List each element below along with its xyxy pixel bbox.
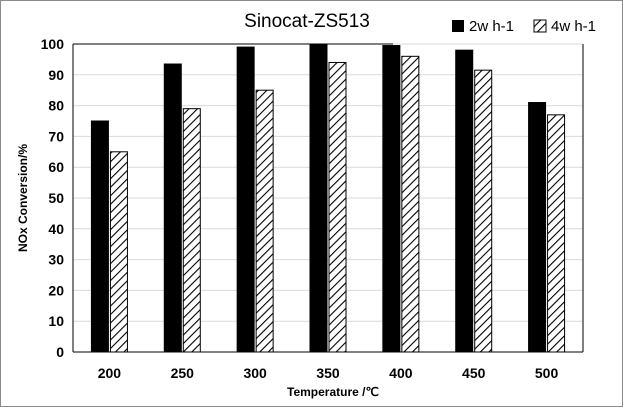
bar-2w bbox=[90, 120, 109, 353]
y-tick-labels: 0 10 20 30 40 50 60 70 80 90 100 bbox=[41, 36, 65, 360]
x-tick-label: 250 bbox=[171, 365, 195, 381]
y-tick-label: 20 bbox=[48, 282, 64, 298]
y-tick-label: 50 bbox=[48, 190, 64, 206]
y-tick-label: 60 bbox=[48, 159, 64, 175]
bar-2w bbox=[163, 63, 182, 353]
bar-2w bbox=[382, 45, 401, 353]
legend-label-2w: 2w h-1 bbox=[469, 18, 514, 35]
y-tick-label: 30 bbox=[48, 252, 64, 268]
legend: 2w h-1 4w h-1 bbox=[452, 18, 596, 35]
y-tick-label: 70 bbox=[48, 128, 64, 144]
bar-4w bbox=[255, 89, 274, 353]
y-tick-label: 0 bbox=[56, 344, 64, 360]
bar-2w bbox=[455, 49, 474, 353]
bar-4w bbox=[401, 55, 420, 353]
x-tick-labels: 200 250 300 350 400 450 500 bbox=[98, 365, 559, 381]
x-tick-label: 400 bbox=[389, 365, 413, 381]
x-tick-label: 200 bbox=[98, 365, 122, 381]
bar-4w bbox=[547, 114, 566, 353]
axes bbox=[72, 43, 584, 353]
x-tick-label: 500 bbox=[535, 365, 559, 381]
legend-swatch-4w bbox=[533, 19, 547, 33]
bar-2w bbox=[528, 102, 547, 353]
bar-4w bbox=[328, 61, 347, 353]
x-axis-label: Temperature /℃ bbox=[287, 385, 379, 399]
gridlines bbox=[73, 43, 583, 322]
y-tick-label: 10 bbox=[48, 313, 64, 329]
chart-title: Sinocat-ZS513 bbox=[244, 11, 370, 32]
x-tick-label: 300 bbox=[243, 365, 267, 381]
y-tick-label: 90 bbox=[48, 67, 64, 83]
bar-4w bbox=[182, 108, 201, 353]
legend-label-4w: 4w h-1 bbox=[551, 18, 596, 35]
x-tick-label: 350 bbox=[316, 365, 340, 381]
y-axis-label: NOx Conversion/% bbox=[16, 144, 30, 252]
bar-2w bbox=[236, 46, 255, 353]
y-tick-label: 40 bbox=[48, 221, 64, 237]
bars bbox=[90, 43, 566, 353]
legend-swatch-2w bbox=[452, 20, 464, 32]
x-tick-label: 450 bbox=[462, 365, 486, 381]
bar-4w bbox=[109, 151, 128, 353]
y-tick-label: 80 bbox=[48, 98, 64, 114]
bar-2w bbox=[309, 43, 328, 353]
y-tick-label: 100 bbox=[41, 36, 65, 52]
bar-4w bbox=[474, 69, 493, 353]
